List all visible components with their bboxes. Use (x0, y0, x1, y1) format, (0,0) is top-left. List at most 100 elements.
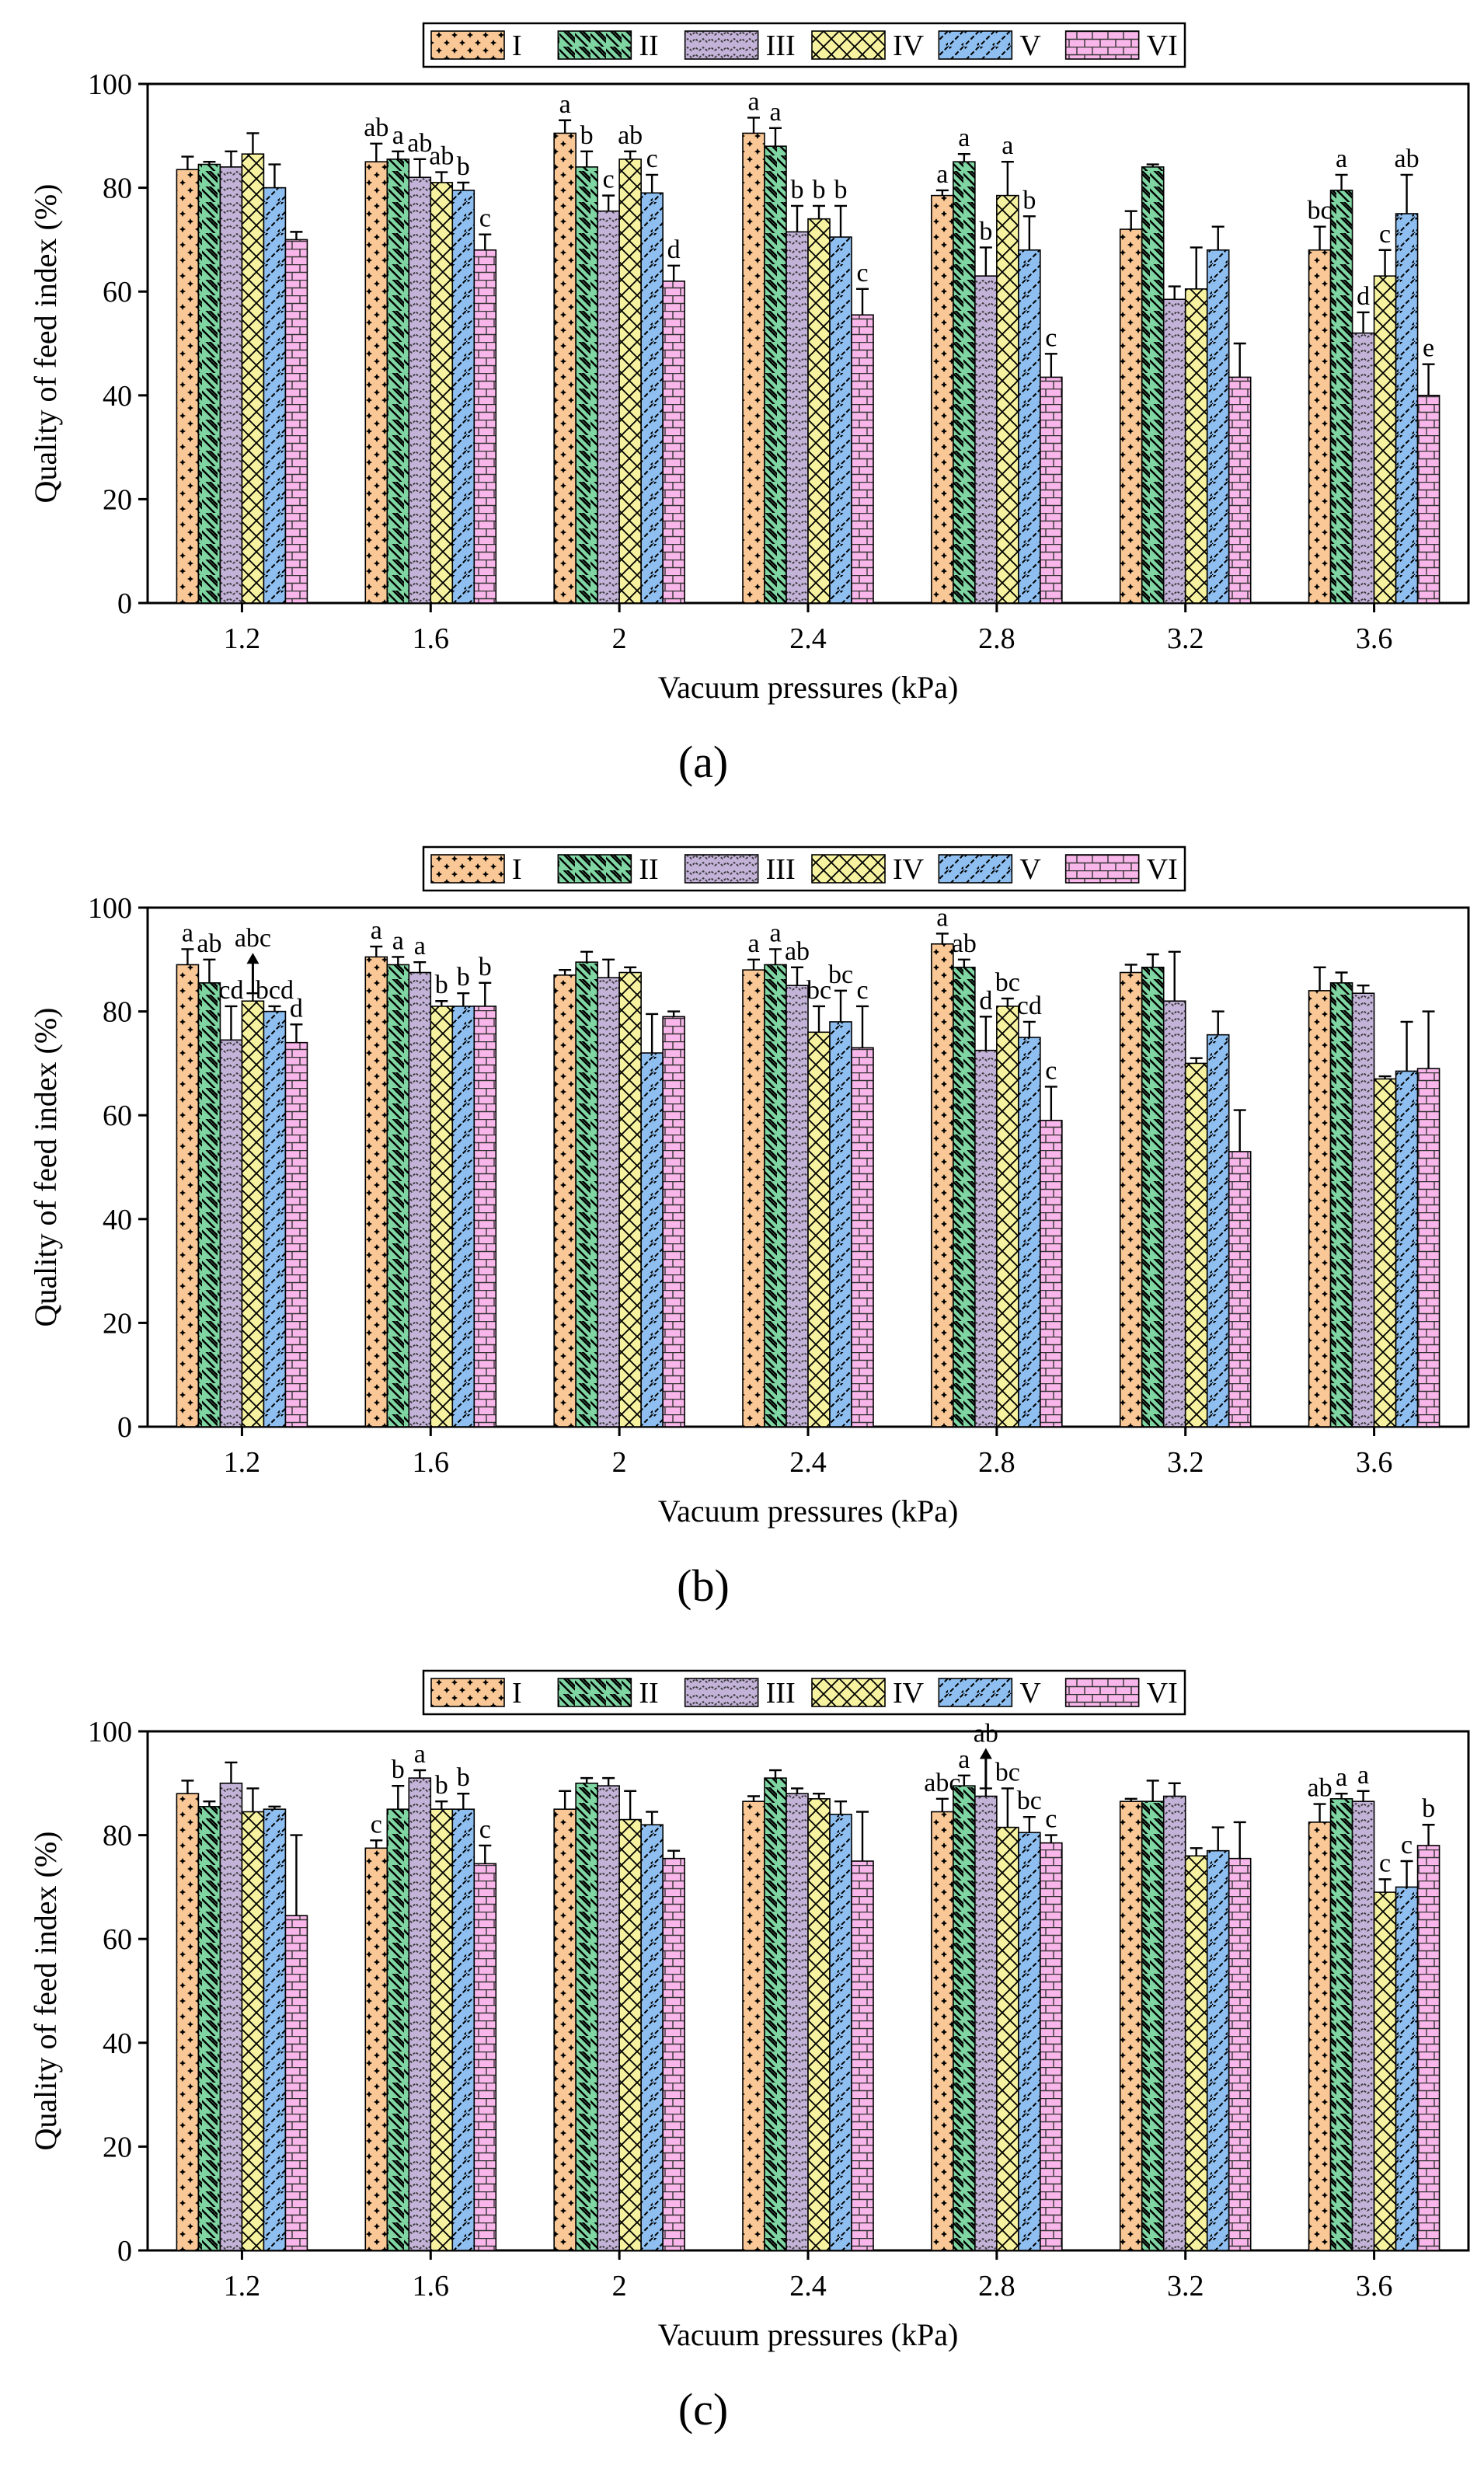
error-bar (413, 158, 427, 178)
bar-series-I (1119, 1800, 1143, 2251)
error-bar (813, 1792, 825, 1799)
y-tick-label: 40 (103, 380, 132, 413)
error-bar (290, 1023, 303, 1043)
significance-letter: d (1357, 282, 1370, 311)
bar-series-III (1162, 298, 1186, 604)
error-bar (1146, 163, 1159, 167)
error-bar (1357, 1790, 1370, 1802)
bar-series-I (176, 169, 200, 604)
legend-label-III: III (766, 30, 796, 62)
bar-series-II (1329, 190, 1353, 604)
bar-series-V (640, 192, 664, 604)
bar-series-II (953, 1785, 976, 2251)
legend-swatch-V (938, 30, 1013, 60)
bar-series-VI (851, 1047, 874, 1427)
x-tick-label: 1.2 (224, 2270, 261, 2302)
legend-swatch-IV (811, 30, 886, 60)
error-bar (747, 117, 760, 134)
error-bar (624, 966, 637, 973)
bar-series-II (953, 967, 976, 1427)
x-axis-title: Vacuum pressures (kPa) (658, 1494, 959, 1529)
bar-series-I (1308, 249, 1332, 604)
legend-swatch-III (684, 30, 759, 60)
legend-swatch-II (557, 854, 632, 884)
legend-swatch-II (557, 1678, 632, 1707)
y-tick-label: 100 (88, 68, 132, 101)
bar-series-VI (662, 1857, 685, 2251)
error-bar (1400, 173, 1413, 214)
bar-series-IV (241, 153, 265, 604)
legend-swatch-I (430, 854, 505, 884)
error-bar (559, 119, 572, 134)
significance-letter: b (435, 971, 448, 999)
bar-series-V (829, 1021, 852, 1427)
error-bar (1001, 1787, 1014, 1828)
bar-series-VI (1416, 1845, 1440, 2251)
bar-series-IV (807, 218, 831, 604)
error-bar (1124, 1797, 1137, 1802)
bar-series-IV (1373, 275, 1397, 604)
panel-a: 0 20 40 60 80 100 1.2 1.6 2 2.4 2.8 3.2 3.6 Vacuum pr… (28, 22, 1470, 787)
legend-swatch-IV (811, 854, 886, 884)
significance-letter: c (1045, 1805, 1057, 1834)
significance-letter: a (958, 1745, 970, 1774)
error-bar (646, 1811, 659, 1825)
legend-label-V: V (1019, 30, 1041, 62)
bar-series-I (931, 194, 954, 604)
significance-letter: c (1379, 1849, 1391, 1877)
error-bar (290, 231, 303, 240)
bar-series-III (1162, 1000, 1186, 1427)
bar-series-I (176, 964, 200, 1427)
y-tick-label: 0 (117, 587, 132, 620)
y-tick-label: 0 (117, 2235, 132, 2268)
bar-series-VI (1040, 1120, 1063, 1427)
legend-swatch-V (938, 1678, 1013, 1707)
significance-letter: b (1422, 1794, 1435, 1823)
significance-letter: c (479, 1815, 491, 1844)
error-bar (856, 1811, 869, 1861)
significance-letter: c (603, 166, 615, 194)
x-tick-label: 3.2 (1167, 2270, 1204, 2302)
bar-series-VI (1416, 1068, 1440, 1427)
bar-series-III (974, 1795, 998, 2251)
legend-swatch-II (557, 30, 632, 60)
bar-series-III (974, 1049, 998, 1427)
y-axis-title: Quality of feed index (%) (28, 184, 63, 504)
error-bar (435, 1000, 448, 1006)
significance-letter: c (856, 976, 868, 1005)
error-bar (791, 966, 803, 986)
panel-b-label: (b) (677, 1560, 730, 1611)
significance-letter: bc (806, 976, 831, 1005)
significance-letter: c (1379, 220, 1391, 249)
significance-letter: a (392, 121, 404, 150)
significance-letter: ab (197, 929, 221, 958)
error-bar (1422, 363, 1435, 396)
legend-label-I: I (512, 853, 522, 886)
y-tick-label: 80 (103, 996, 132, 1029)
bar-series-V (1018, 1832, 1041, 2251)
error-bar (1233, 1109, 1246, 1152)
y-tick-label: 100 (88, 892, 132, 925)
bar-series-VI (284, 239, 308, 604)
legend-label-V: V (1019, 1677, 1041, 1710)
error-bar (769, 127, 782, 147)
error-bar (646, 1013, 659, 1054)
error-bar (791, 204, 803, 232)
significance-letter: a (747, 87, 759, 116)
bar-series-IV (618, 1818, 642, 2251)
significance-letter: bc (828, 960, 853, 989)
significance-letter: d (667, 235, 681, 264)
error-bar (1044, 1834, 1057, 1843)
error-bar (181, 1780, 194, 1794)
bar-series-V (1018, 1037, 1041, 1427)
bar-series-V (1206, 1034, 1230, 1427)
legend-label-VI: VI (1147, 853, 1178, 886)
legend-swatch-V (938, 854, 1013, 884)
error-bar (1335, 1792, 1348, 1799)
significance-letter: a (1357, 1761, 1369, 1790)
bar-series-II (764, 145, 787, 604)
significance-letter: bc (1017, 1787, 1042, 1815)
y-tick-label: 100 (88, 1716, 132, 1748)
error-bar (813, 204, 825, 219)
legend: I II III IV V VI (422, 1669, 1186, 1716)
